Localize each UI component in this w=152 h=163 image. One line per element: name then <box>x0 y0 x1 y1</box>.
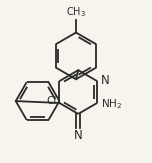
Text: CH$_3$: CH$_3$ <box>66 5 86 19</box>
Text: NH$_2$: NH$_2$ <box>101 97 122 111</box>
Text: N: N <box>74 129 83 142</box>
Text: Cl: Cl <box>47 96 57 106</box>
Text: N: N <box>101 74 110 87</box>
